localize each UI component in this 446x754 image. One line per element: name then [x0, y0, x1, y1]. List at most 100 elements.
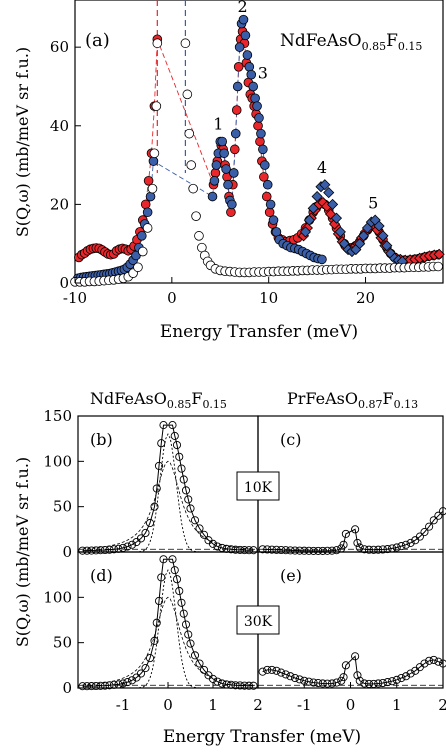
data-point — [154, 461, 164, 470]
data-point — [213, 677, 222, 686]
data-point — [272, 545, 281, 554]
data-point — [159, 421, 168, 430]
broad-component — [82, 460, 252, 550]
data-point — [295, 546, 304, 555]
data-point — [277, 545, 286, 555]
data-point — [433, 248, 445, 260]
data-point — [281, 670, 290, 679]
data-point — [434, 657, 443, 666]
data-point — [157, 439, 166, 448]
data-point — [140, 199, 151, 210]
data-point — [290, 546, 300, 555]
data-point — [249, 681, 258, 690]
data-point — [190, 651, 200, 660]
data-point — [222, 680, 231, 689]
data-point — [127, 676, 137, 685]
data-point — [332, 546, 341, 555]
data-point — [388, 544, 397, 553]
data-point — [179, 609, 188, 618]
data-point — [233, 62, 244, 72]
data-point — [401, 540, 411, 549]
data-point — [137, 231, 147, 241]
data-point — [341, 661, 350, 670]
data-point — [314, 678, 323, 688]
data-point — [353, 671, 362, 680]
data-point — [429, 655, 438, 664]
data-point — [309, 546, 318, 555]
y-tick-label: 20 — [50, 195, 69, 213]
temp-label-10k: 10K — [244, 480, 273, 496]
x-tick-label: 0 — [163, 696, 173, 714]
data-point — [318, 679, 327, 688]
data-point — [199, 665, 209, 674]
data-point — [433, 261, 443, 272]
y-tick-label: 50 — [53, 634, 72, 652]
data-point — [397, 542, 406, 551]
data-point — [364, 679, 374, 688]
data-point — [334, 226, 346, 238]
x-tick-label: 1 — [208, 696, 218, 714]
data-point — [332, 678, 341, 687]
data-point — [87, 546, 96, 555]
data-point — [415, 532, 424, 541]
data-point — [143, 176, 154, 186]
data-point — [172, 575, 182, 584]
data-point — [420, 659, 429, 668]
data-point — [374, 545, 383, 554]
panel-e-marks — [258, 652, 446, 688]
data-point — [327, 679, 337, 688]
data-point — [109, 680, 119, 689]
peak-label: 2 — [237, 0, 247, 16]
data-point — [147, 183, 158, 194]
data-point — [229, 144, 240, 155]
y-tick-label: 100 — [43, 588, 72, 606]
data-point — [142, 207, 153, 218]
data-point — [136, 669, 146, 678]
data-point — [186, 639, 195, 648]
data-point — [317, 254, 327, 265]
data-point — [290, 673, 300, 683]
lower-ticks: 0 50 100 150 0 50 100 -1 -1 0 0 1 1 2 2 — [43, 407, 446, 714]
peak-label: 3 — [258, 64, 268, 83]
data-point — [364, 545, 374, 554]
data-point — [96, 681, 105, 690]
data-point — [152, 618, 161, 627]
data-point — [232, 81, 243, 92]
data-point — [114, 680, 123, 689]
data-point — [168, 555, 177, 564]
x-tick-label: 0 — [346, 696, 356, 714]
data-point — [373, 220, 385, 232]
data-point — [246, 69, 257, 80]
y-tick-label: 60 — [50, 38, 69, 56]
data-point — [244, 681, 254, 690]
data-point — [170, 566, 179, 575]
data-point — [250, 93, 260, 104]
data-point — [438, 659, 446, 668]
compound-label-a: NdFeAsO0.85F0.15 — [280, 31, 422, 53]
data-point — [82, 546, 92, 555]
data-point — [263, 665, 272, 674]
data-point — [190, 516, 200, 525]
data-point — [181, 486, 191, 495]
panel-label-d: (d) — [90, 566, 113, 585]
data-point — [234, 42, 245, 52]
data-point — [258, 144, 268, 155]
data-point — [383, 545, 392, 554]
data-point — [222, 544, 231, 553]
data-point — [133, 262, 143, 273]
data-point — [210, 168, 221, 178]
data-point — [177, 598, 186, 607]
data-point — [226, 545, 236, 554]
y-tick-label: 0 — [62, 543, 72, 561]
data-point — [277, 668, 286, 677]
temp-box-10k: 10K — [236, 471, 280, 501]
peak-label: 4 — [317, 158, 327, 177]
data-point — [378, 678, 387, 688]
data-point — [327, 546, 337, 555]
data-point — [177, 464, 186, 473]
data-point — [235, 545, 245, 554]
data-point — [252, 101, 262, 111]
data-point — [264, 207, 275, 218]
